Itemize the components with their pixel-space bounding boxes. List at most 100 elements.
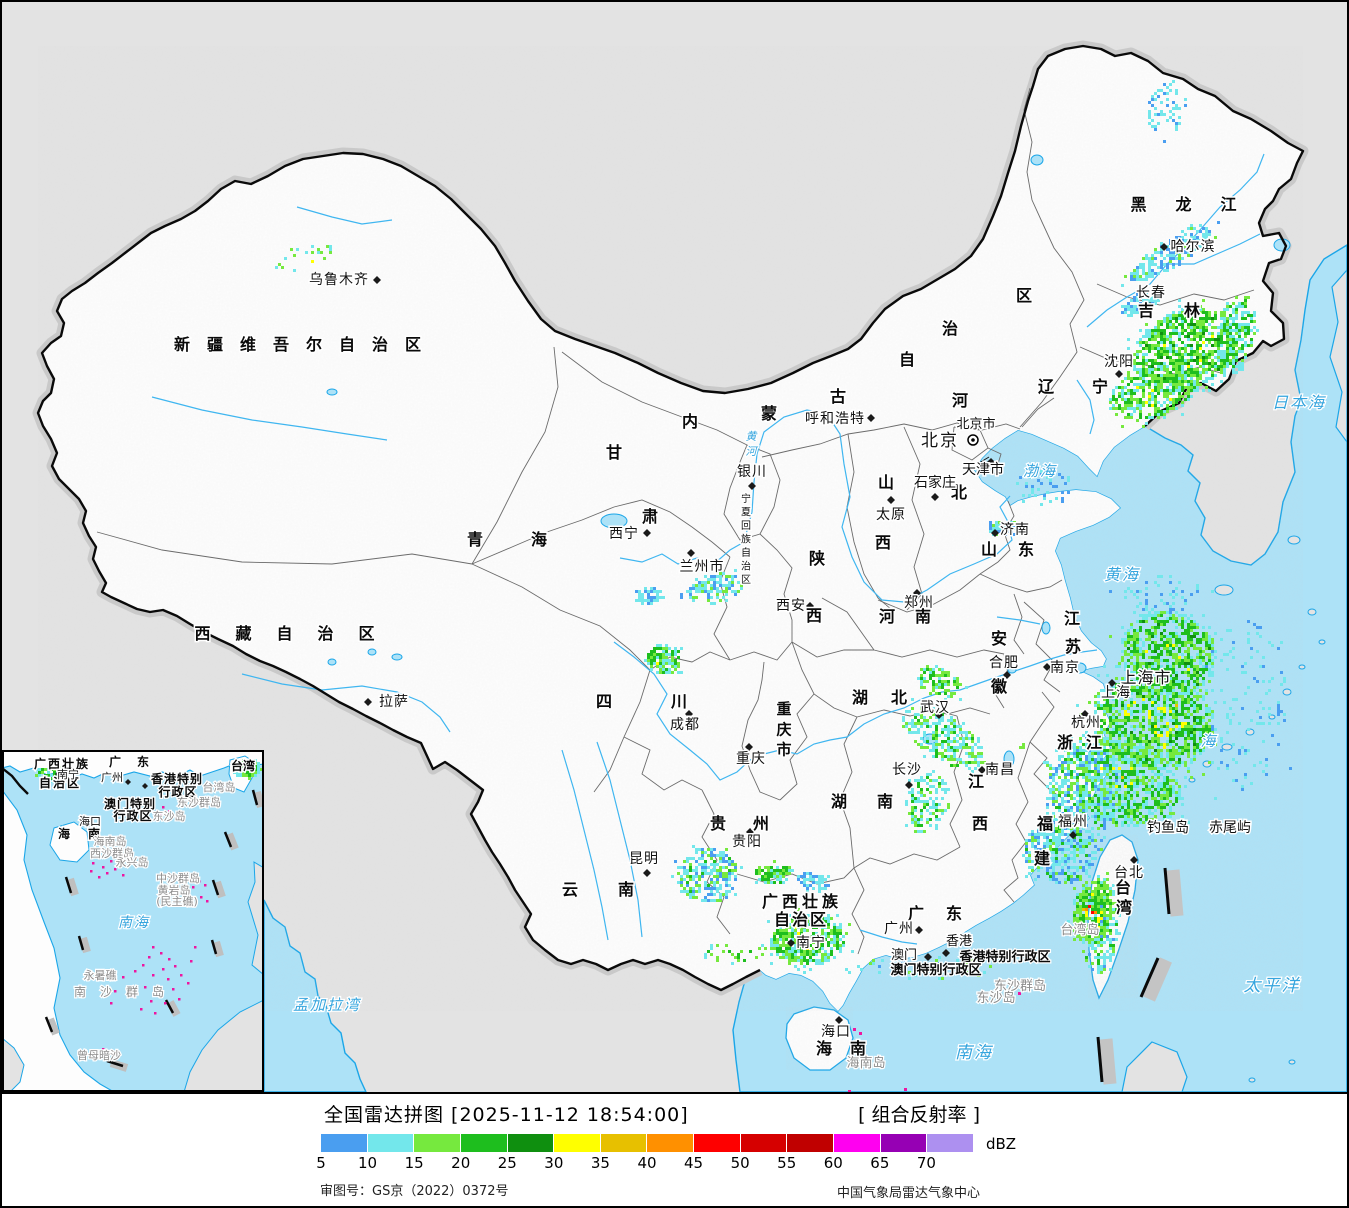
label-新疆维吾尔自治区: 新疆维吾尔自治区 [174, 335, 438, 354]
label-银川: 银川 [737, 464, 767, 480]
label-区: 区 [1016, 286, 1032, 305]
label-海口: 海口 [821, 1024, 851, 1040]
legend-product-name: [ 组合反射率 ] [858, 1104, 980, 1126]
inset-label-广西壮族: 广西壮族 [34, 756, 90, 771]
province-borders [96, 87, 1255, 955]
label-江: 江 [968, 772, 984, 791]
city-marker-layer [364, 243, 1215, 1024]
label-内: 内 [682, 412, 698, 431]
label-南京: 南京 [1050, 660, 1080, 676]
label-安: 安 [991, 629, 1007, 648]
tick-10: 10 [358, 1154, 378, 1172]
tick-40: 40 [637, 1154, 657, 1172]
tick-70: 70 [916, 1154, 936, 1172]
label-济南: 济南 [1000, 522, 1030, 538]
inset-label-中沙群岛: 中沙群岛 [156, 871, 200, 885]
inset-label-曾母暗沙: 曾母暗沙 [77, 1048, 121, 1062]
tick-20: 20 [451, 1154, 471, 1172]
label-青海: 青海 [467, 530, 595, 549]
label-西安: 西安 [776, 598, 806, 614]
label-江: 江 [1064, 609, 1080, 628]
inset-label-东沙岛: 东沙岛 [153, 809, 186, 823]
label-天津市: 天津市 [962, 461, 1004, 478]
label-北: 北 [951, 483, 967, 502]
label-黄海: 黄海 [1104, 565, 1140, 584]
label-辽宁: 辽宁 [1038, 377, 1146, 396]
label-宁夏回族自治区: 宁夏回族自治区 [741, 492, 751, 586]
dbz-unit-label: dBZ [986, 1135, 1017, 1153]
colorbar-cell-50 [740, 1134, 788, 1152]
label-东沙群岛: 东沙群岛 [994, 978, 1046, 994]
inset-label-自治区: 自治区 [39, 775, 81, 790]
label-贵阳: 贵阳 [732, 834, 762, 850]
label-石家庄: 石家庄 [914, 474, 956, 491]
legend-panel: 全国雷达拼图 [2025-11-12 18:54:00] [ 组合反射率 ] 5… [2, 1092, 1347, 1206]
label-香港: 香港 [946, 934, 972, 949]
nine-dash-line [848, 456, 1184, 1092]
label-西: 西 [875, 533, 891, 552]
label-太原: 太原 [876, 507, 906, 523]
label-长沙: 长沙 [892, 762, 922, 778]
label-重庆市: 重庆市 [776, 700, 791, 759]
colorbar-cell-45 [694, 1134, 741, 1152]
label-南海: 南海 [955, 1043, 994, 1063]
label-昆明: 昆明 [629, 851, 659, 867]
label-徽: 徽 [990, 677, 1008, 696]
label-福州: 福州 [1058, 814, 1088, 830]
china-landmass [38, 46, 1303, 1071]
national-border [36, 44, 1305, 992]
label-北京市: 北京市 [956, 416, 995, 432]
colorbar-cell-25 [507, 1134, 555, 1152]
label-广东: 广东 [908, 904, 984, 923]
label-渤海: 渤海 [1023, 462, 1057, 480]
colorbar-cell-35 [600, 1134, 648, 1152]
label-澳门: 澳门 [891, 947, 917, 963]
inset-label-南宁: 南宁 [57, 767, 79, 781]
tick-55: 55 [777, 1154, 797, 1172]
label-北京: 北京 [921, 431, 959, 451]
label-沈阳: 沈阳 [1104, 354, 1134, 370]
label-上海: 上海 [1101, 685, 1131, 701]
tick-50: 50 [730, 1154, 750, 1172]
inset-label-台湾: 台湾 [231, 758, 255, 773]
label-西: 西 [972, 814, 988, 833]
label-黑龙江: 黑龙江 [1130, 195, 1265, 214]
inset-label-(民主礁): (民主礁) [156, 894, 198, 908]
inset-label-香港特别: 香港特别 [150, 771, 203, 786]
label-自治区: 自治区 [774, 910, 828, 929]
label-孟加拉湾: 孟加拉湾 [293, 996, 362, 1014]
tick-30: 30 [544, 1154, 564, 1172]
label-甘: 甘 [606, 443, 622, 462]
colorbar-cell-55 [787, 1134, 835, 1152]
label-太平洋: 太平洋 [1244, 976, 1301, 996]
label-西: 西 [806, 606, 822, 625]
tick-65: 65 [870, 1154, 890, 1172]
label-古: 古 [830, 387, 846, 406]
dbz-colorbar [321, 1134, 973, 1152]
label-广州: 广州 [884, 921, 914, 937]
data-source-credit: 中国气象局雷达气象中心 [836, 1186, 980, 1201]
tick-15: 15 [404, 1154, 424, 1172]
inset-label-黄岩岛: 黄岩岛 [158, 883, 191, 897]
label-海南岛: 海南岛 [846, 1055, 885, 1071]
inset-label-广州: 广州 [101, 771, 123, 784]
colorbar-cell-15 [414, 1134, 461, 1152]
label-东沙岛: 东沙岛 [976, 990, 1015, 1006]
colorbar-cell-20 [460, 1134, 508, 1152]
inset-label-行政区: 行政区 [112, 808, 152, 823]
label-日本海: 日本海 [1272, 393, 1326, 412]
colorbar-cell-65 [880, 1134, 928, 1152]
tick-45: 45 [684, 1154, 704, 1172]
label-西藏自治区: 西藏自治区 [194, 624, 399, 643]
label-台北: 台北 [1114, 865, 1144, 881]
label-吉林: 吉林 [1138, 301, 1230, 320]
label-建: 建 [1034, 849, 1050, 868]
label-台: 台 [1115, 878, 1131, 897]
label-黄河: 黄河 [746, 430, 759, 458]
label-湖北: 湖北 [852, 688, 930, 707]
label-浙江: 浙江 [1057, 733, 1115, 752]
label-哈尔滨: 哈尔滨 [1171, 239, 1216, 255]
tick-60: 60 [823, 1154, 843, 1172]
